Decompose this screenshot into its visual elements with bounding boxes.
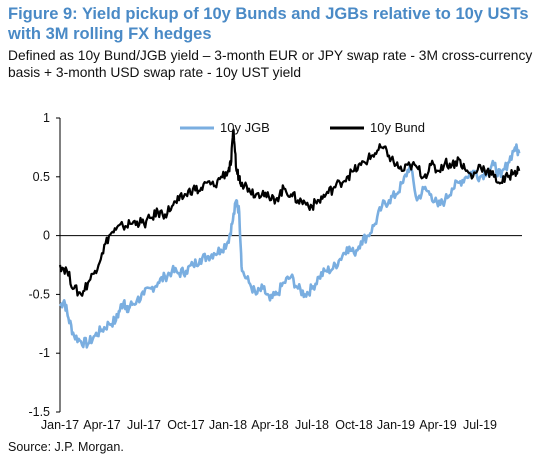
y-tick-label: 1 (43, 111, 50, 125)
y-tick-label: -1.5 (28, 405, 50, 419)
x-tick-label: Jan-18 (209, 418, 247, 432)
series-line-bund (58, 128, 521, 297)
y-tick-label: -1 (39, 346, 50, 360)
x-tick-label: Apr-18 (251, 418, 289, 432)
chart-subtitle: Defined as 10y Bund/JGB yield – 3-month … (8, 48, 533, 80)
chart-legend: 10y JGB 10y Bund (180, 120, 425, 135)
chart-title: Figure 9: Yield pickup of 10y Bunds and … (8, 5, 529, 43)
legend-label-1: 10y Bund (370, 120, 425, 135)
y-tick-label: -0.5 (28, 287, 50, 301)
series-line-jgb (58, 143, 521, 349)
x-tick-label: Jul-18 (295, 418, 329, 432)
x-tick-label: Jul-17 (127, 418, 161, 432)
chart-source: Source: J.P. Morgan. (8, 440, 124, 454)
y-tick-label: 0.5 (33, 170, 50, 184)
x-tick-label: Oct-17 (167, 418, 205, 432)
x-tick-label: Jan-19 (377, 418, 415, 432)
x-tick-label: Oct-18 (335, 418, 373, 432)
x-tick-label: Jul-19 (463, 418, 497, 432)
chart-series (58, 128, 521, 349)
x-tick-label: Apr-19 (419, 418, 457, 432)
legend-label-0: 10y JGB (220, 120, 270, 135)
x-tick-label: Apr-17 (83, 418, 121, 432)
y-tick-label: 0 (43, 229, 50, 243)
x-tick-label: Jan-17 (41, 418, 79, 432)
